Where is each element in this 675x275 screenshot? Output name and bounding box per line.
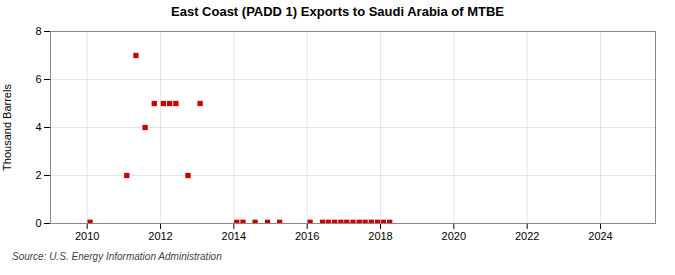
svg-text:0: 0 [35,217,41,229]
svg-text:2024: 2024 [588,230,612,242]
svg-text:Thousand Barrels: Thousand Barrels [1,84,13,171]
svg-text:6: 6 [35,73,41,85]
html-text:Source: U.S. Energy Informatio: Source: U.S. Energy Information Administ… [12,251,222,262]
svg-text:2020: 2020 [442,230,466,242]
html-text:East Coast (PADD 1) Exports to: East Coast (PADD 1) Exports to Saudi Ara… [171,4,504,19]
svg-text:4: 4 [35,121,41,133]
svg-text:2012: 2012 [148,230,172,242]
svg-text:2014: 2014 [222,230,246,242]
svg-text:2016: 2016 [295,230,319,242]
svg-text:8: 8 [35,25,41,37]
svg-text:2010: 2010 [75,230,99,242]
svg-text:2022: 2022 [515,230,539,242]
svg-text:2: 2 [35,169,41,181]
svg-text:2018: 2018 [368,230,392,242]
